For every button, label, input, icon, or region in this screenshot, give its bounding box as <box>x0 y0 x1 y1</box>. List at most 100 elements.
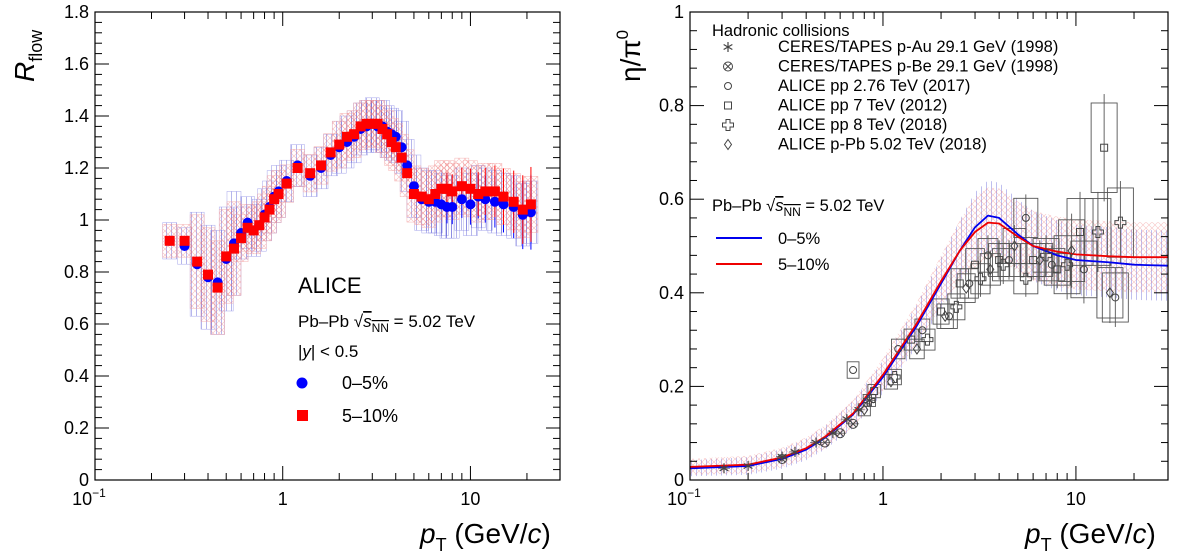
data-point-0-5 <box>456 194 467 205</box>
data-point-5-10 <box>248 225 259 236</box>
data-point-5-10 <box>203 269 214 280</box>
data-point-5-10 <box>390 142 401 153</box>
legend-label: CERES/TAPES p-Be 29.1 GeV (1998) <box>778 58 1058 76</box>
data-point <box>912 343 922 355</box>
experiment-label: ALICE <box>298 273 362 298</box>
sys-box <box>947 293 966 321</box>
data-point-5-10 <box>179 235 190 246</box>
legend-marker-0-5 <box>296 377 308 389</box>
data-point-5-10 <box>473 189 484 199</box>
x-tick-label: 10−1 <box>72 486 106 509</box>
data-point-5-10 <box>386 137 397 147</box>
legend-marker-5-10 <box>297 410 308 421</box>
data-point-5-10 <box>361 118 372 129</box>
data-point-5-10 <box>416 191 427 202</box>
data-point-5-10 <box>341 131 352 142</box>
data-point <box>918 326 927 335</box>
legend-label: ALICE pp 7 TeV (2012) <box>778 97 947 115</box>
rapidity-label: |y| < 0.5 <box>298 342 358 361</box>
y-tick-label: 0.4 <box>659 283 684 303</box>
data-point-5-10 <box>192 256 203 267</box>
data-point <box>886 375 896 388</box>
data-point-5-10 <box>372 118 383 129</box>
asterisk-arm <box>790 448 800 455</box>
x-tick-label: 1 <box>878 489 888 509</box>
legend-label: ALICE p-Pb 5.02 TeV (2018) <box>778 136 987 154</box>
data-point <box>849 366 858 375</box>
legend-label: ALICE pp 8 TeV (2018) <box>778 116 947 134</box>
model-system-label: Pb–Pb √sNN = 5.02 TeV <box>712 197 884 219</box>
data-point-5-10 <box>508 196 519 207</box>
data-point-0-5 <box>465 199 476 210</box>
data-point <box>1035 254 1044 266</box>
right-panel: 10−1 1 10 0 0.2 0.4 0.6 0.8 1 η/π0 pT (GeV/c) Ha… <box>613 2 1169 555</box>
data-point-5-10 <box>436 183 447 194</box>
data-point-5-10 <box>480 186 491 197</box>
right-data-markers <box>719 143 1127 474</box>
data-point <box>1105 286 1115 299</box>
data-point <box>986 263 995 276</box>
data-point-0-5 <box>498 199 509 210</box>
right-y-axis-label: η/π0 <box>613 30 646 82</box>
data-point <box>888 371 901 384</box>
right-legend-title: Hadronic collisions <box>712 22 850 40</box>
ring <box>835 428 846 439</box>
data-point <box>1061 258 1074 271</box>
data-point <box>995 256 1004 265</box>
data-point-5-10 <box>228 243 239 254</box>
data-point <box>1114 216 1127 229</box>
sys-box <box>956 273 976 303</box>
data-point-5-10 <box>355 121 366 132</box>
data-point-5-10 <box>236 233 247 244</box>
data-point <box>1021 213 1030 222</box>
legend-marker-open-circle <box>724 82 732 90</box>
legend-marker-open-cross <box>722 119 734 131</box>
left-x-axis-label: pT (GeV/c) <box>419 518 551 555</box>
data-point <box>1053 265 1062 274</box>
y-tick-label: 0.8 <box>659 96 684 116</box>
data-point-5-10 <box>456 181 467 192</box>
data-point <box>941 310 950 323</box>
data-point-5-10 <box>242 222 253 233</box>
data-point <box>848 418 859 429</box>
data-point <box>907 335 916 344</box>
data-point-5-10 <box>447 186 458 197</box>
data-point-5-10 <box>441 183 452 194</box>
right-systematic-boxes <box>717 94 1134 469</box>
x-tick-label: 10 <box>460 489 480 509</box>
diag <box>724 63 732 70</box>
legend-label-0-5: 0–5% <box>342 373 388 393</box>
asterisk-arm <box>719 465 729 472</box>
legend-curve-label-5-10: 5–10% <box>778 256 830 274</box>
left-legend: 0–5% 5–10% <box>296 373 398 426</box>
right-x-axis-label: pT (GeV/c) <box>1024 518 1156 555</box>
y-tick-label: 0.6 <box>659 189 684 209</box>
sys-box <box>936 303 954 329</box>
left-y-axis-label: Rflow <box>9 29 46 82</box>
data-point-5-10 <box>254 220 265 231</box>
y-tick-label: 1 <box>674 2 684 22</box>
data-point-5-10 <box>292 163 303 173</box>
y-tick-label: 1.8 <box>64 2 89 22</box>
data-point <box>950 300 963 313</box>
y-tick-label: 0.8 <box>64 262 89 282</box>
data-point <box>819 437 830 448</box>
data-point-5-10 <box>281 178 292 189</box>
data-point-0-5 <box>402 160 413 171</box>
y-tick-label: 1.6 <box>64 54 89 74</box>
data-point-5-10 <box>382 129 393 140</box>
diag <box>849 420 857 428</box>
legend-marker-open-square <box>724 101 732 110</box>
data-point-5-10 <box>334 139 345 150</box>
sys-box <box>932 298 950 325</box>
data-point-5-10 <box>423 194 434 205</box>
data-point <box>790 446 800 457</box>
legend-marker-cross-circle <box>723 61 733 72</box>
legend-label: CERES/TAPES p-Au 29.1 GeV (1998) <box>778 38 1058 56</box>
data-point-5-10 <box>212 282 223 293</box>
data-point-5-10 <box>525 199 536 210</box>
data-point <box>962 282 971 294</box>
data-point <box>1010 240 1019 252</box>
data-point <box>997 258 1010 271</box>
